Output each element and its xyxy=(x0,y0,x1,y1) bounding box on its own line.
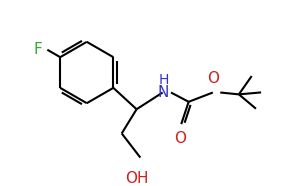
Text: H: H xyxy=(158,73,169,87)
Text: F: F xyxy=(34,42,43,57)
Text: O: O xyxy=(207,71,219,86)
Text: O: O xyxy=(174,131,186,146)
Text: N: N xyxy=(158,85,169,100)
Text: OH: OH xyxy=(125,171,148,186)
